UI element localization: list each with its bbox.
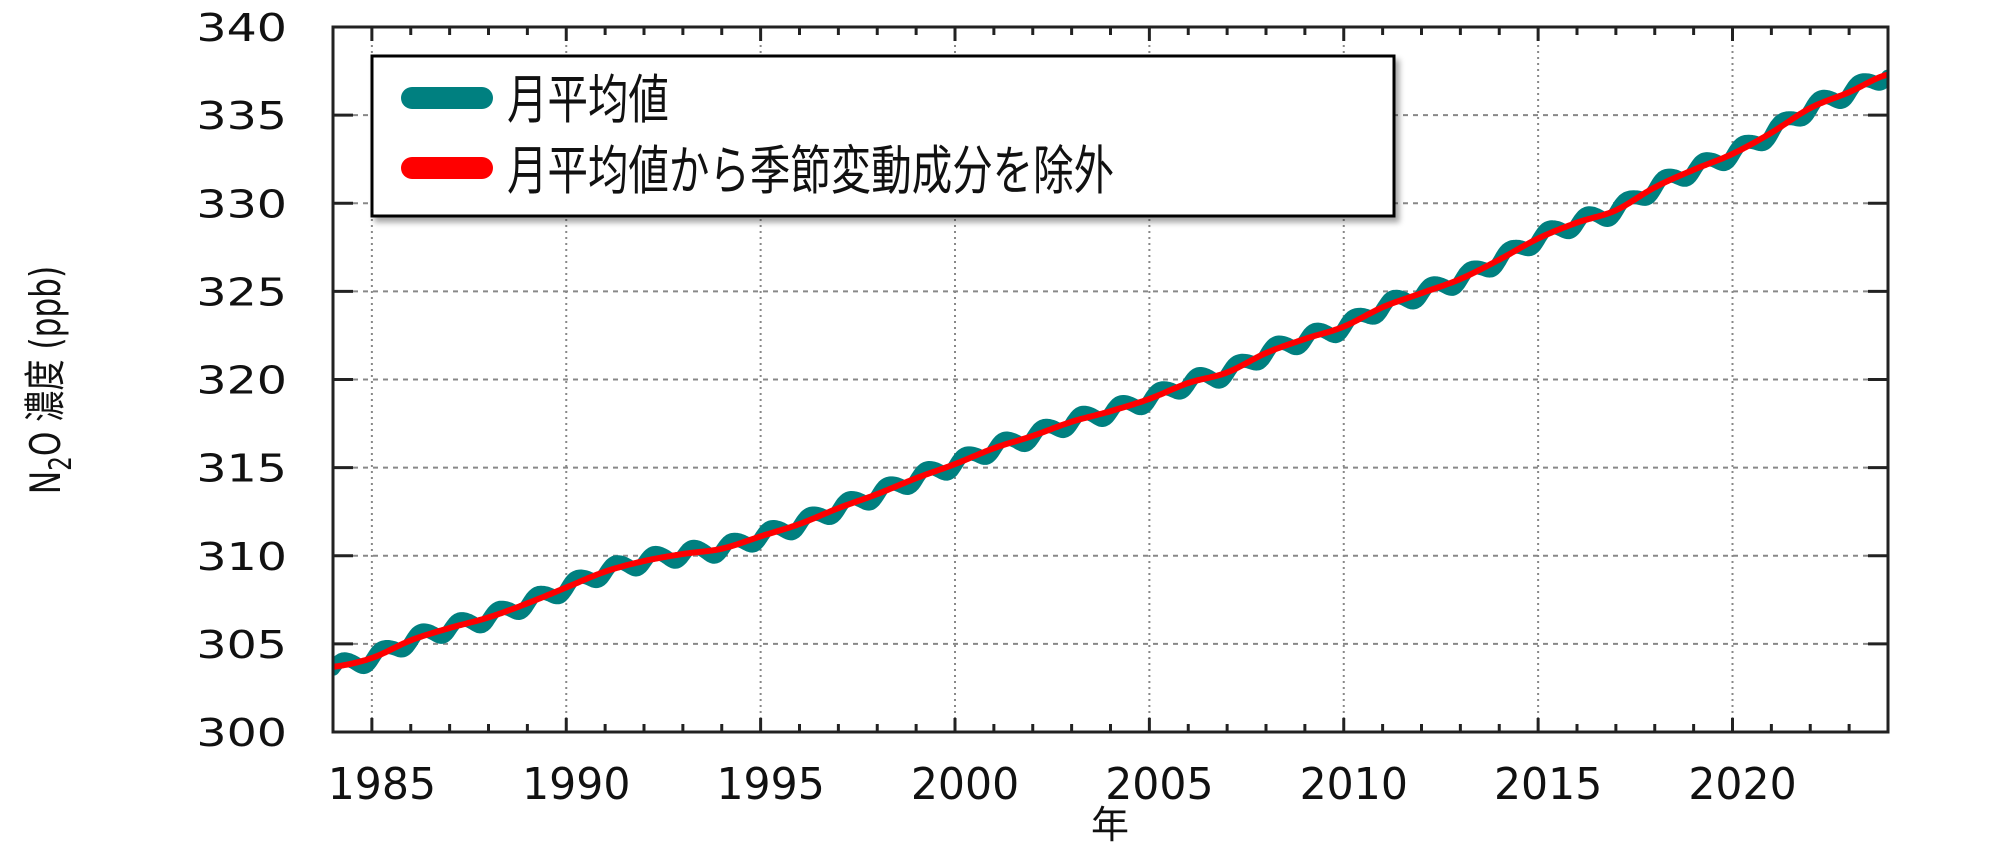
y-tick-label: 300 [196,712,287,756]
y-axis-title-subscript: 2 [44,456,79,471]
y-tick-label: 305 [196,623,287,667]
y-tick-label: 310 [196,535,287,579]
y-tick-label: 320 [196,359,287,403]
svg-text:N2O 濃度 (ppb): N2O 濃度 (ppb) [21,266,78,494]
x-axis-title: 年 [1091,803,1129,847]
series-layer [333,69,1888,676]
x-tick-label: 2015 [1494,759,1602,810]
y-tick-label: 325 [196,271,287,315]
x-tick-label: 1990 [522,759,630,810]
y-axis-title-suffix: O 濃度 (ppb) [21,266,70,456]
y-axis-title-prefix: N [21,471,70,494]
x-tick-label: 2010 [1300,759,1408,810]
x-tick-label: 2020 [1688,759,1796,810]
x-tick-label: 2005 [1105,759,1213,810]
x-tick-label: 2000 [911,759,1019,810]
legend-box [370,54,1396,218]
legend-label-monthly-mean: 月平均値 [507,70,669,132]
y-axis-title: N2O 濃度 (ppb) [21,266,78,494]
x-tick-label: 1985 [328,759,436,810]
y-tick-label: 315 [196,447,287,491]
x-tick-label: 1995 [716,759,824,810]
tick-marks [331,25,1890,734]
y-tick-label: 340 [196,7,287,51]
legend-label-deseasonalized: 月平均値から季節変動成分を除外 [507,141,1114,203]
series-deseasonalized-trend-line [333,71,1888,670]
legend: 月平均値 月平均値から季節変動成分を除外 [370,54,1396,218]
y-tick-label: 335 [196,95,287,139]
x-tick-labels: 1985 1990 1995 2000 2005 2010 2015 2020 [328,759,1797,810]
legend-item-deseasonalized: 月平均値から季節変動成分を除外 [401,141,1114,203]
legend-item-monthly-mean: 月平均値 [401,70,669,132]
y-tick-label: 330 [196,183,287,227]
y-tick-labels: 300 305 310 315 320 325 330 335 340 [196,7,287,756]
